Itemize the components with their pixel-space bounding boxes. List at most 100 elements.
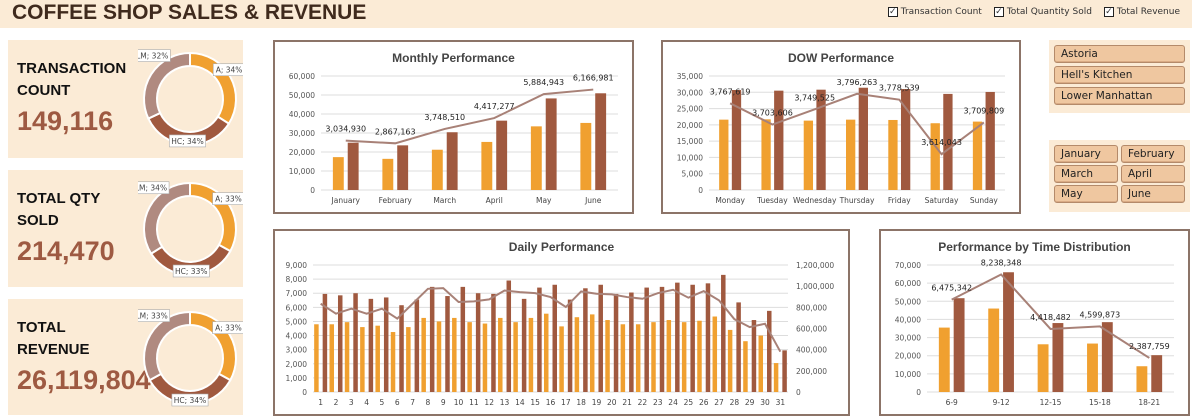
x-tick-label: Friday [888, 196, 911, 205]
bar-quantity-sold [397, 145, 409, 190]
revenue-line [951, 273, 1150, 359]
bar-quantity-sold [383, 297, 389, 392]
bar-transaction-count [761, 119, 771, 190]
bar-quantity-sold [629, 292, 634, 392]
bar-transaction-count [559, 326, 564, 392]
slicer-item-january[interactable]: January [1054, 145, 1118, 163]
x-tick-label: 12-15 [1040, 398, 1062, 407]
slice-label-box [138, 309, 170, 322]
revenue-data-label: 3,703,606 [752, 109, 793, 118]
y-tick-label: 5,000 [682, 170, 704, 179]
bar-quantity-sold [567, 299, 573, 392]
kpi-value: 149,116 [17, 106, 114, 136]
bar-transaction-count [406, 327, 411, 392]
x-tick-label: Thursday [839, 196, 875, 205]
slice-label: HC; 34% [171, 137, 203, 146]
slicer-item-february[interactable]: February [1121, 145, 1185, 163]
y-tick-label: 10,000 [289, 167, 315, 176]
toggle-transaction-count[interactable]: ✓ Transaction Count [887, 7, 982, 17]
bar-transaction-count [666, 320, 672, 392]
slicer-item-june[interactable]: June [1121, 185, 1185, 203]
x-tick-label: April [486, 196, 503, 205]
bar-transaction-count [589, 314, 595, 392]
y-tick-label: 30,000 [289, 129, 315, 138]
x-tick-label: February [379, 196, 413, 205]
y-tick-label: 40,000 [289, 110, 315, 119]
daily-performance-chart: Daily Performance 0 1,000 2,000 3,000 4,000 5,… [273, 229, 850, 416]
y2-tick-label: 1,000,000 [796, 282, 834, 291]
x-tick-label: 6 [395, 398, 400, 407]
slicer-item-april[interactable]: April [1121, 165, 1185, 183]
kpi-value: 214,470 [17, 236, 115, 266]
x-tick-label: 21 [622, 398, 632, 407]
bar-quantity-sold [705, 283, 711, 392]
toggle-total-revenue[interactable]: ✓ Total Revenue [1103, 7, 1180, 17]
x-tick-label: 18 [576, 398, 586, 407]
revenue-data-label: 2,387,759 [1129, 342, 1170, 351]
y-tick-label: 0 [698, 186, 703, 195]
y-tick-label: 20,000 [289, 148, 315, 157]
bar-quantity-sold [399, 305, 404, 392]
slicer-item-hells-kitchen[interactable]: Hell's Kitchen [1054, 66, 1185, 84]
bar-quantity-sold [767, 310, 772, 392]
slicer-item-may[interactable]: May [1054, 185, 1118, 203]
x-tick-label: 15 [530, 398, 540, 407]
x-tick-label: 4 [364, 398, 369, 407]
y2-tick-label: 0 [796, 388, 801, 397]
slice-label: LM; 32% [138, 52, 168, 61]
revenue-data-label: 3,778,539 [879, 84, 920, 93]
bar-quantity-sold [446, 132, 458, 190]
bar-transaction-count [528, 317, 534, 392]
bar-quantity-sold [659, 286, 665, 392]
toggle-total-quantity-sold[interactable]: ✓ Total Quantity Sold [993, 7, 1092, 17]
checkbox-icon[interactable]: ✓ [1103, 7, 1114, 17]
bar-transaction-count [635, 324, 641, 392]
slicer-item-march[interactable]: March [1054, 165, 1118, 183]
x-tick-label: Tuesday [756, 196, 788, 205]
checkbox-icon[interactable]: ✓ [887, 7, 898, 17]
y2-tick-label: 400,000 [796, 346, 827, 355]
dashboard-title: COFFEE SHOP SALES & REVENUE [12, 1, 367, 24]
revenue-data-label: 3,614,043 [921, 138, 962, 147]
y-tick-label: 4,000 [286, 332, 308, 341]
x-tick-label: March [433, 196, 456, 205]
x-tick-label: 9 [441, 398, 446, 407]
x-tick-label: 14 [515, 398, 525, 407]
kpi-card-total-revenue: TOTAL REVENUE 26,119,804 A; 33% HC; 34% LM… [8, 299, 243, 415]
bar-quantity-sold [545, 98, 557, 190]
monthly-performance-chart: Monthly Performance 0 10,000 20,000 30,000 40… [273, 40, 634, 214]
bar-quantity-sold [675, 282, 680, 392]
slice-label-box [138, 49, 171, 62]
x-tick-label: 1 [318, 398, 323, 407]
x-tick-label: Wednesday [793, 196, 837, 205]
revenue-data-label: 4,418,482 [1030, 313, 1071, 322]
y-tick-label: 30,000 [677, 88, 703, 97]
x-tick-label: 17 [561, 398, 571, 407]
y-tick-label: 8,000 [286, 275, 308, 284]
x-tick-label: 22 [638, 398, 648, 407]
revenue-data-label: 8,238,348 [981, 258, 1022, 267]
y-tick-label: 1,000 [286, 374, 308, 383]
metric-toggles: ✓ Transaction Count ✓ Total Quantity Sold … [887, 7, 1180, 17]
bar-transaction-count [482, 323, 488, 392]
checkbox-icon[interactable]: ✓ [993, 7, 1004, 17]
bar-quantity-sold [460, 286, 466, 392]
bar-transaction-count [314, 324, 319, 392]
revenue-data-label: 6,166,981 [573, 74, 614, 83]
revenue-data-label: 3,034,930 [325, 125, 366, 134]
location-slicer: Astoria Hell's Kitchen Lower Manhattan [1049, 40, 1190, 113]
slicer-item-astoria[interactable]: Astoria [1054, 45, 1185, 63]
slice-label: HC; 34% [174, 396, 206, 405]
x-tick-label: 28 [730, 398, 740, 407]
bar-transaction-count [938, 327, 950, 392]
bar-transaction-count [620, 324, 626, 392]
bar-transaction-count [743, 341, 748, 392]
slicer-item-lower-manhattan[interactable]: Lower Manhattan [1054, 87, 1185, 105]
toggle-label: Transaction Count [900, 7, 982, 17]
y-tick-label: 10,000 [677, 153, 703, 162]
bar-quantity-sold [736, 302, 741, 392]
bar-transaction-count [431, 149, 443, 190]
bar-quantity-sold [506, 280, 512, 392]
x-tick-label: 24 [668, 398, 678, 407]
bar-transaction-count [888, 119, 898, 190]
